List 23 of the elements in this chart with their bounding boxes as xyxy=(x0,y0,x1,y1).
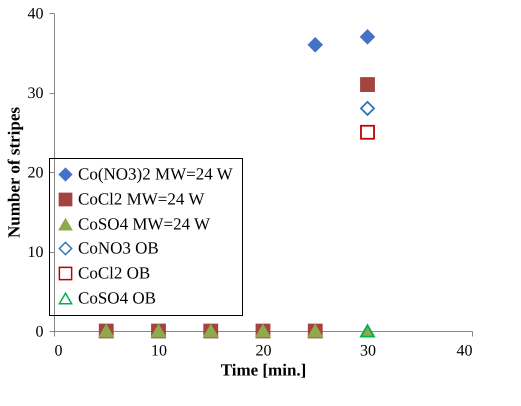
x-tick-label: 40 xyxy=(456,342,472,360)
x-axis-title: Time [min.] xyxy=(220,360,306,380)
y-tick-label: 20 xyxy=(28,164,44,182)
y-tick-label: 40 xyxy=(28,6,44,22)
point xyxy=(360,100,375,116)
x-tick-label: 20 xyxy=(256,342,272,360)
legend-label: CoNO3 OB xyxy=(78,238,159,258)
point xyxy=(308,37,323,52)
y-axis-title: Number of stripes xyxy=(4,106,24,238)
y-tick-label: 0 xyxy=(36,324,44,340)
x-tick-label: 30 xyxy=(360,342,376,360)
x-tick-label: 10 xyxy=(151,342,167,360)
legend-label: CoSO4 MW=24 W xyxy=(78,214,212,234)
legend-label: CoCl2 OB xyxy=(78,264,150,282)
legend-label: CoCl2 MW=24 W xyxy=(78,190,206,208)
y-tick-label: 10 xyxy=(28,244,44,261)
legend-label: Co(NO3)2 MW=24 W xyxy=(78,164,234,184)
point xyxy=(360,29,375,44)
legend-label: CoSO4 OB xyxy=(78,288,156,308)
point xyxy=(360,77,375,92)
x-tick-label: 0 xyxy=(54,342,62,360)
y-tick-label: 30 xyxy=(28,85,44,102)
point xyxy=(360,124,375,140)
